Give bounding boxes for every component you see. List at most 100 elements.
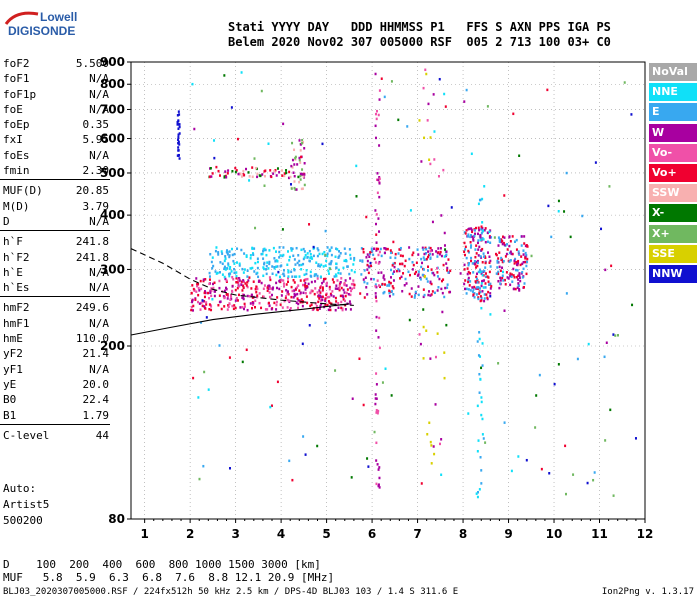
param-name: hmE <box>3 332 23 346</box>
echo-point <box>463 282 466 286</box>
echo-point <box>365 286 368 289</box>
echo-point <box>277 270 280 274</box>
echo-point <box>298 158 301 162</box>
autoscale-info: Auto: Artist5 500200 <box>3 481 49 529</box>
echo-point <box>440 214 443 217</box>
echo-point <box>230 247 233 251</box>
echo-point <box>422 256 425 259</box>
echo-point <box>292 254 295 257</box>
echo-point <box>374 284 377 288</box>
echo-point <box>471 235 474 239</box>
param-value: N/A <box>89 214 109 228</box>
param-row: h`E N/A <box>0 265 112 280</box>
echo-point <box>293 281 296 284</box>
echo-point <box>246 281 249 284</box>
echo-point <box>614 334 617 337</box>
echo-point <box>348 300 351 303</box>
echo-point <box>319 285 322 288</box>
echo-point <box>476 279 479 282</box>
echo-point <box>469 234 472 237</box>
param-row: yF2 21.4 <box>0 346 112 361</box>
echo-point <box>333 275 336 278</box>
echo-point <box>268 262 271 266</box>
echo-point <box>476 286 479 289</box>
echo-point <box>481 197 484 201</box>
echo-point <box>476 495 479 499</box>
echo-point <box>331 278 334 281</box>
echo-point <box>481 280 484 283</box>
echo-point <box>550 235 553 239</box>
echo-point <box>473 292 476 295</box>
param-value: 241.8 <box>75 250 109 264</box>
echo-point <box>464 232 467 235</box>
echo-point <box>429 256 432 259</box>
echo-point <box>241 306 244 309</box>
echo-point <box>191 284 194 287</box>
echo-point <box>317 300 320 304</box>
echo-point <box>472 239 475 242</box>
echo-point <box>515 268 518 272</box>
echo-point <box>476 241 479 245</box>
echo-point <box>241 360 244 364</box>
echo-point <box>388 283 391 286</box>
echo-point <box>517 261 520 265</box>
echo-point <box>349 302 352 306</box>
legend-item: W <box>649 123 697 142</box>
echo-point <box>177 127 180 130</box>
echo-point <box>437 175 440 178</box>
echo-point <box>394 252 397 256</box>
echo-point <box>349 286 352 290</box>
echo-point <box>177 133 180 136</box>
echo-point <box>214 270 217 273</box>
echo-point <box>481 221 484 224</box>
echo-point <box>235 281 238 284</box>
echo-point <box>501 270 504 274</box>
echo-point <box>192 376 195 380</box>
echo-point <box>374 209 377 212</box>
echo-point <box>290 187 293 190</box>
echo-point <box>242 169 245 173</box>
echo-point <box>226 249 229 252</box>
echo-point <box>388 280 391 284</box>
echo-point <box>489 294 492 298</box>
echo-point <box>240 248 243 252</box>
echo-point <box>547 204 550 208</box>
echo-point <box>517 274 520 278</box>
echo-point <box>342 298 345 301</box>
param-value: 44 <box>95 428 109 442</box>
echo-point <box>446 283 449 286</box>
echo-point <box>476 281 479 284</box>
echo-point <box>479 456 482 459</box>
echo-point <box>480 296 483 300</box>
param-value: 20.0 <box>82 377 110 391</box>
echo-point <box>268 276 271 279</box>
echo-point <box>335 266 338 270</box>
echo-point <box>303 183 306 187</box>
echo-point <box>479 198 482 202</box>
echo-point <box>329 292 332 296</box>
echo-point <box>263 184 266 187</box>
echo-point <box>218 271 221 274</box>
echo-point <box>432 445 435 448</box>
echo-point <box>366 282 369 285</box>
echo-point <box>319 275 322 278</box>
echo-point <box>254 299 257 303</box>
echo-point <box>338 282 341 286</box>
echo-point <box>502 260 505 263</box>
echo-point <box>282 282 285 285</box>
echo-point <box>513 240 516 243</box>
echo-point <box>476 261 479 265</box>
echo-point <box>283 285 286 288</box>
echo-point <box>238 285 241 288</box>
echo-point <box>546 88 549 92</box>
echo-point <box>288 459 291 463</box>
echo-point <box>576 357 579 361</box>
echo-point <box>209 289 212 293</box>
echo-point <box>518 288 521 291</box>
echo-point <box>469 280 472 283</box>
echo-point <box>475 277 478 281</box>
echo-point <box>177 119 180 122</box>
echo-point <box>370 264 373 268</box>
echo-point <box>223 305 226 308</box>
echo-point <box>207 291 210 295</box>
